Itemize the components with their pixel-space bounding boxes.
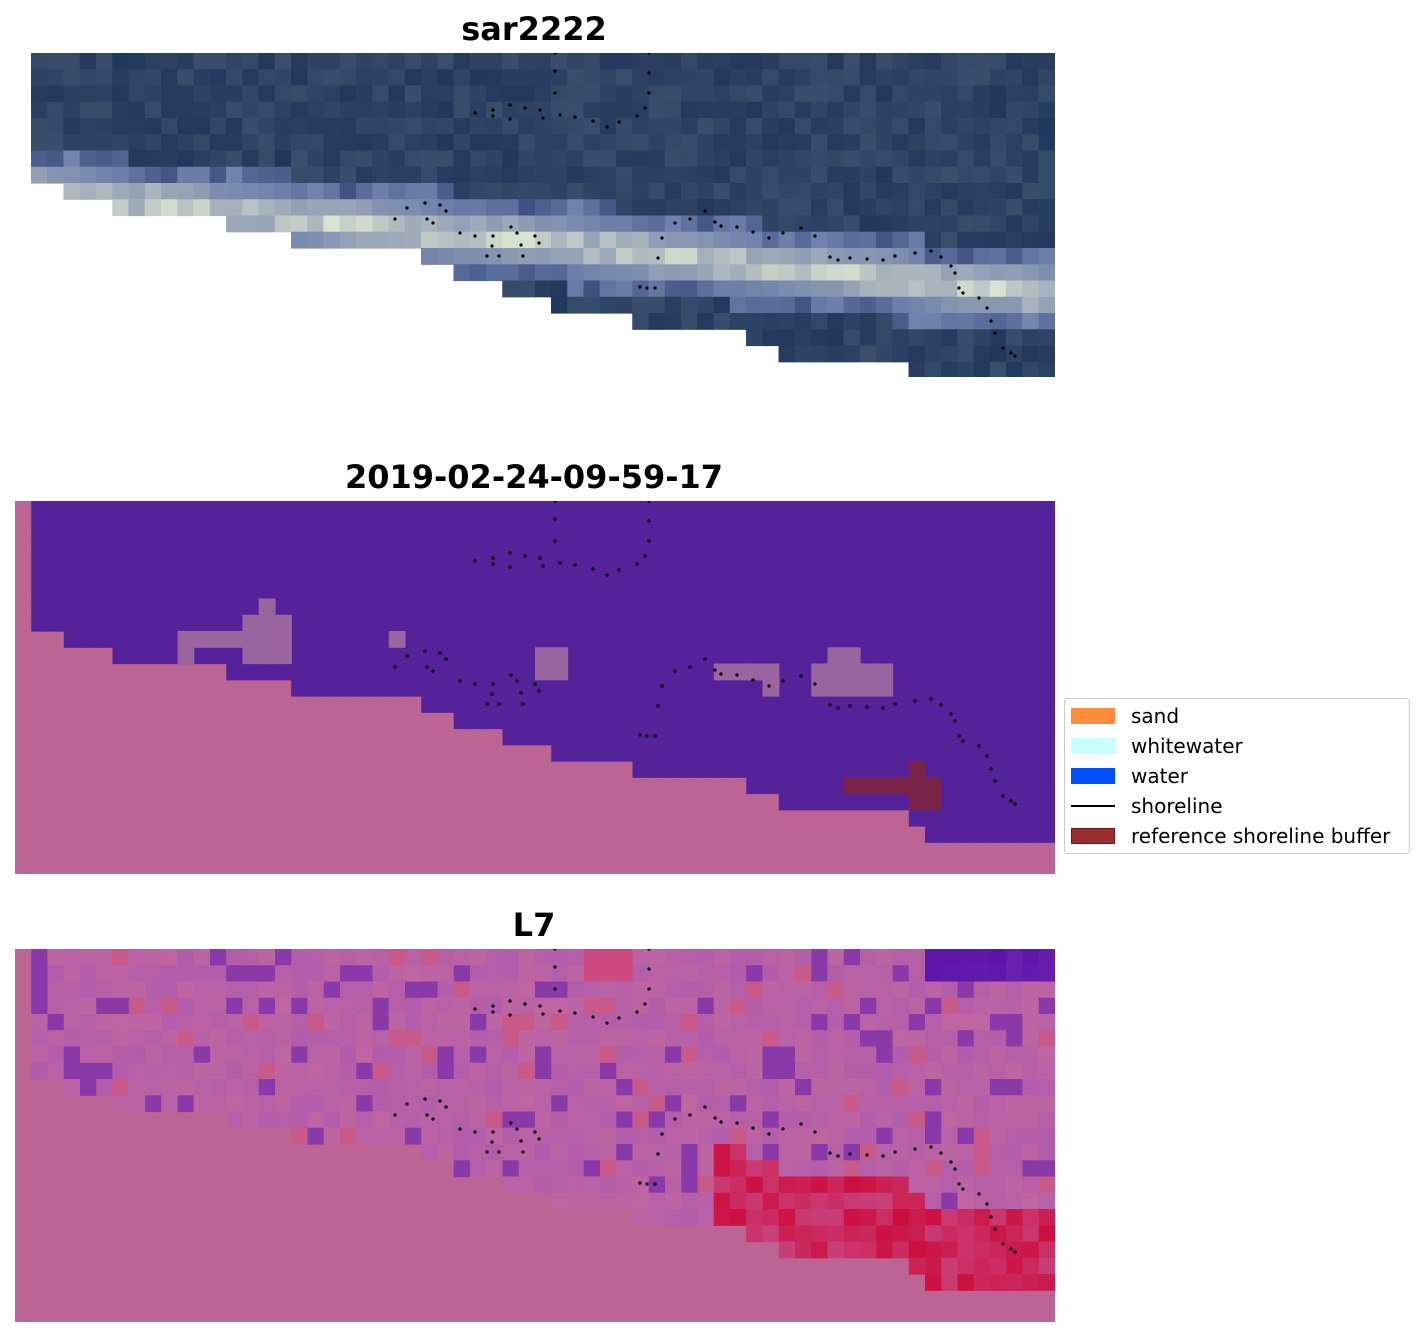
legend-label: reference shoreline buffer (1131, 824, 1391, 848)
legend-swatch-whitewater (1071, 738, 1115, 754)
shoreline-points (393, 949, 1017, 1254)
legend-item-reference-buffer: reference shoreline buffer (1071, 823, 1390, 849)
legend-item-whitewater: whitewater (1071, 733, 1243, 759)
legend-label: whitewater (1131, 734, 1243, 758)
legend-item-shoreline: shoreline (1071, 793, 1223, 819)
panel-title-sar: sar2222 (461, 10, 607, 48)
classified-image-panel (15, 501, 1055, 874)
classified-raster (15, 501, 1055, 874)
panel-title-l7: L7 (512, 906, 556, 944)
legend: sand whitewater water shoreline referenc… (1064, 698, 1410, 854)
sar-image-panel (15, 53, 1055, 377)
legend-label: shoreline (1131, 794, 1223, 818)
shoreline-points (393, 53, 1017, 358)
l7-index-raster (15, 949, 1055, 1322)
legend-swatch-sand (1071, 708, 1115, 724)
shoreline-points (393, 501, 1017, 806)
legend-line-shoreline (1071, 805, 1115, 807)
legend-swatch-water (1071, 768, 1115, 784)
legend-item-sand: sand (1071, 703, 1179, 729)
legend-swatch-reference-buffer (1071, 828, 1115, 844)
legend-label: sand (1131, 704, 1180, 728)
l7-index-panel (15, 949, 1055, 1322)
panel-title-date: 2019-02-24-09-59-17 (344, 458, 724, 496)
legend-label: water (1131, 764, 1188, 788)
legend-item-water: water (1071, 763, 1188, 789)
sar-image-raster (31, 53, 1055, 377)
